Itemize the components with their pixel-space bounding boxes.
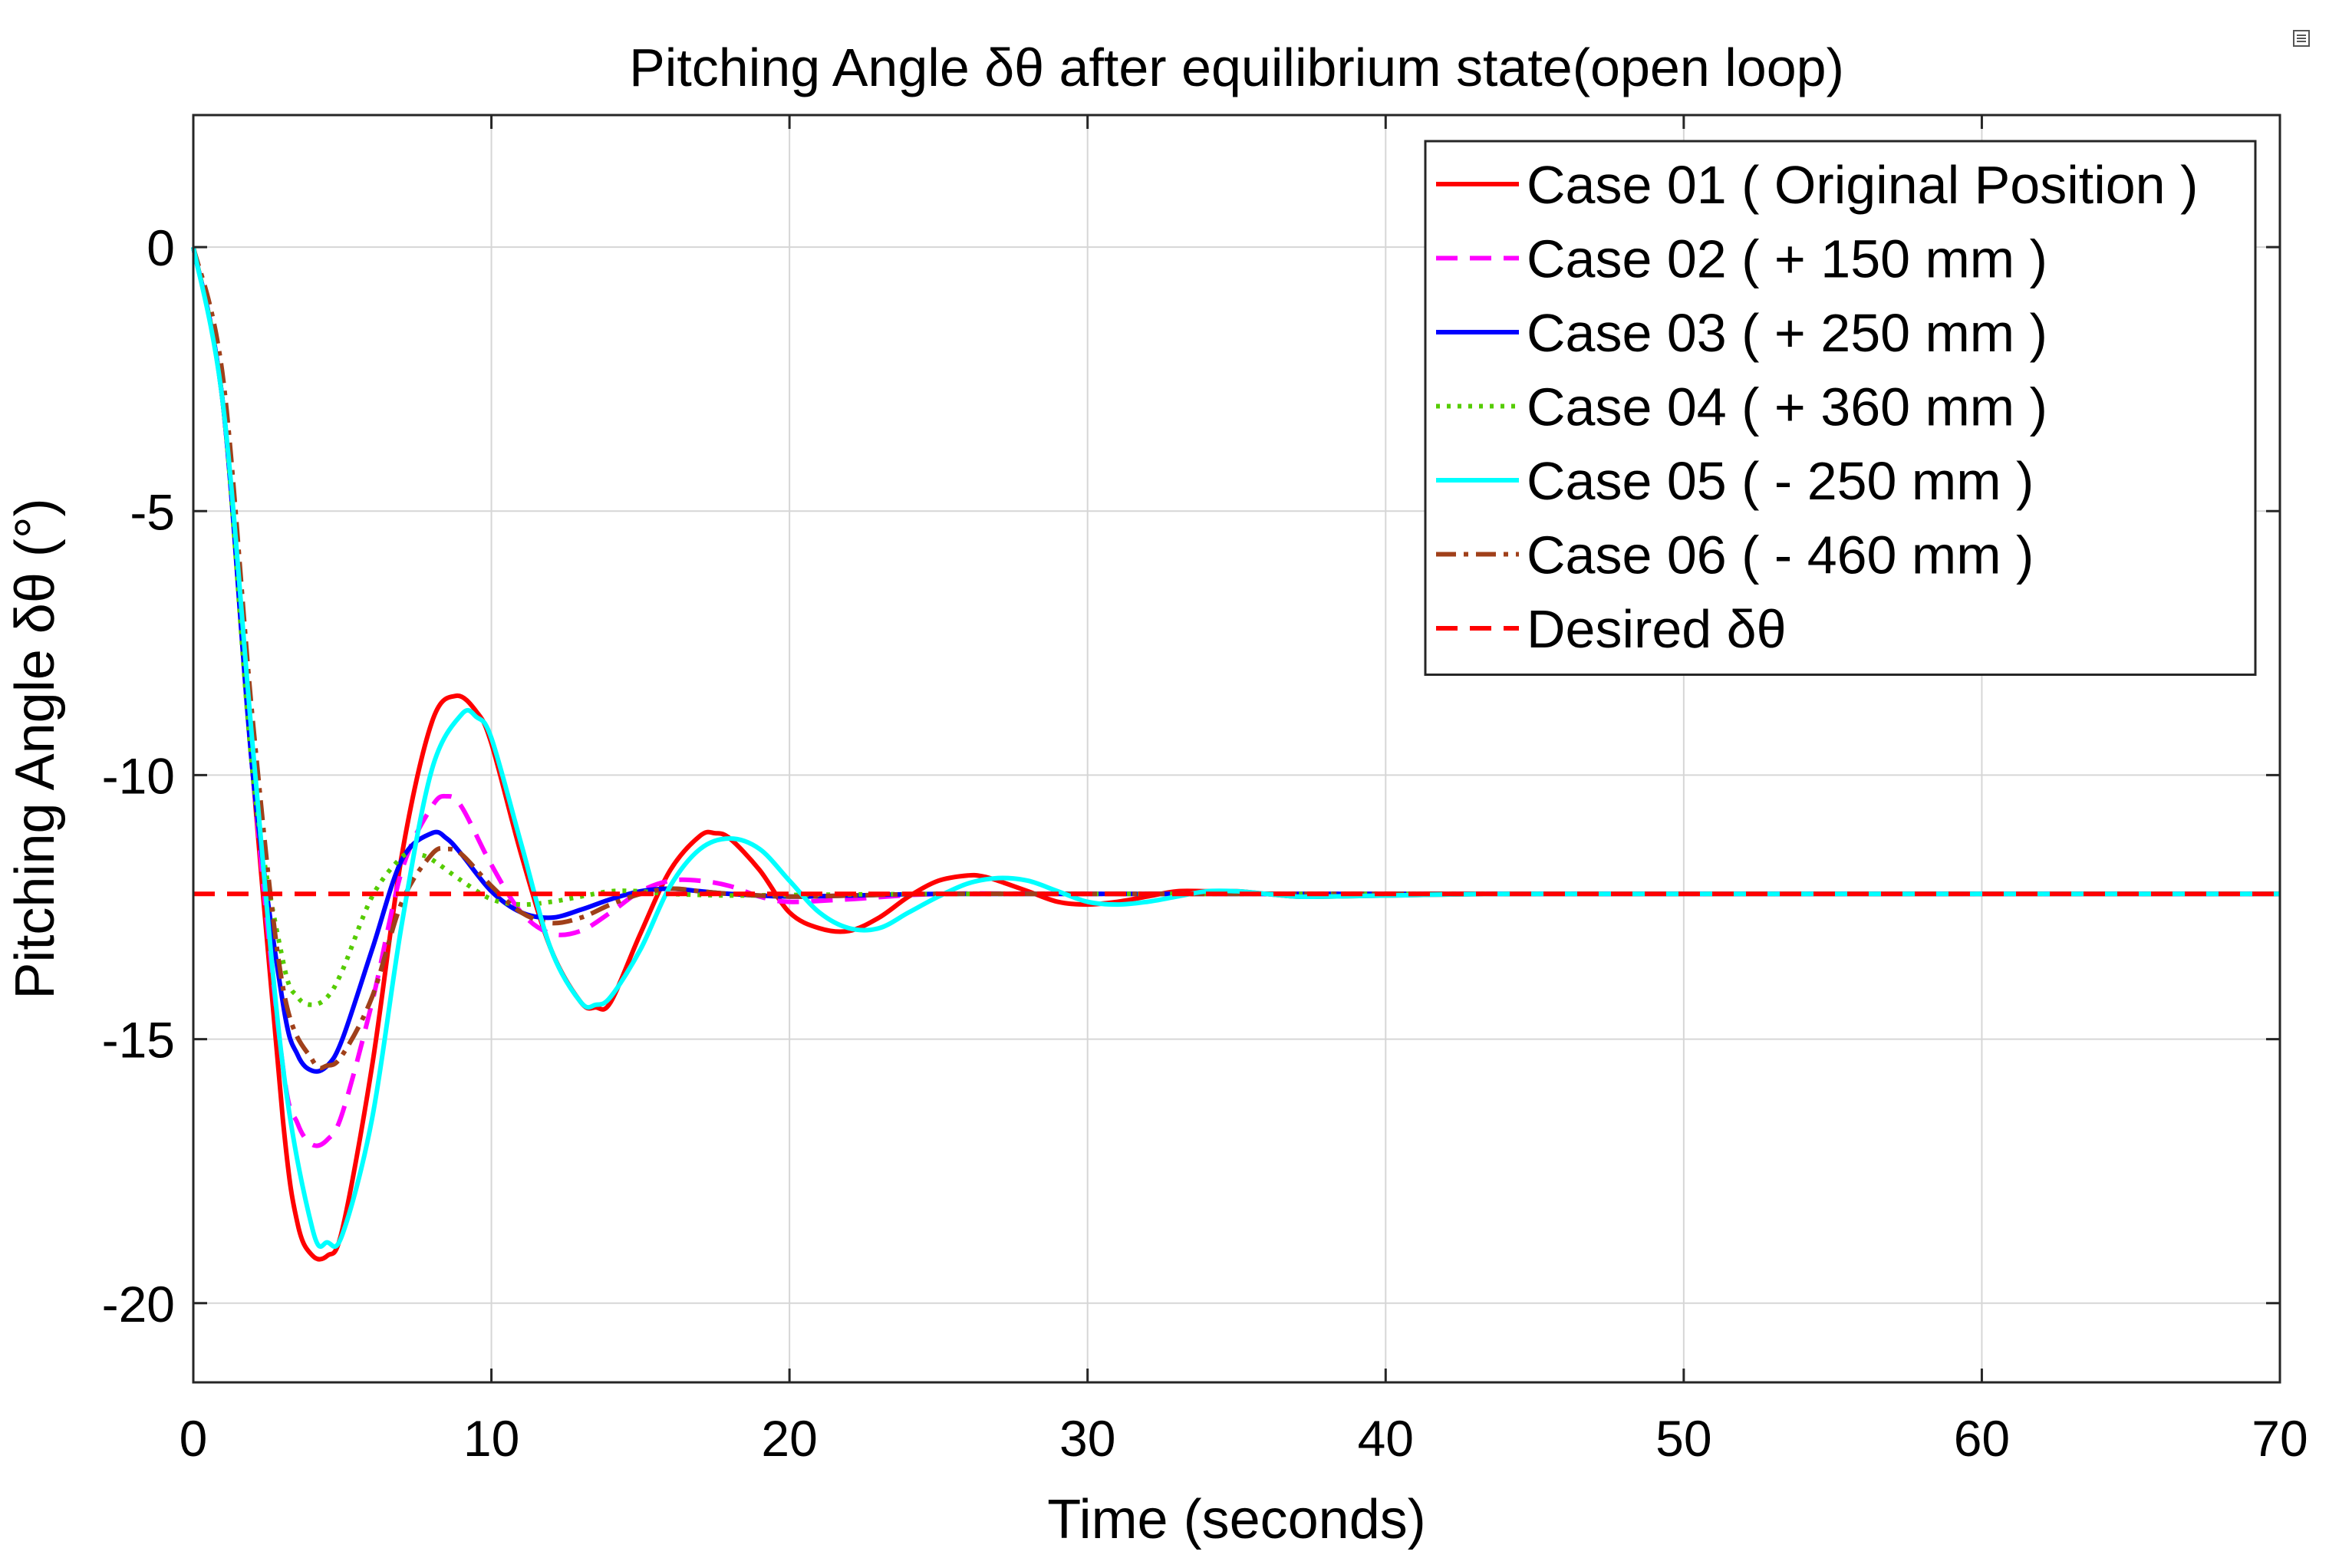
legend: Case 01 ( Original Position ) Case 02 ( +… bbox=[1424, 140, 2257, 676]
x-tick-label: 60 bbox=[1954, 1410, 2010, 1467]
legend-entry: Case 05 ( - 250 mm ) bbox=[1527, 451, 2034, 511]
y-tick-label: -10 bbox=[102, 747, 175, 804]
legend-entry: Case 06 ( - 460 mm ) bbox=[1527, 525, 2034, 585]
x-tick-label: 30 bbox=[1059, 1410, 1115, 1467]
legend-entry: Desired δθ bbox=[1527, 599, 1787, 659]
x-tick-label: 10 bbox=[463, 1410, 519, 1467]
x-tick-label: 20 bbox=[761, 1410, 817, 1467]
y-tick-label: -5 bbox=[130, 483, 175, 540]
legend-entry: Case 04 ( + 360 mm ) bbox=[1527, 377, 2047, 437]
series-line-4 bbox=[191, 246, 2280, 1007]
y-tick-label: -15 bbox=[102, 1012, 175, 1069]
x-axis-label: Time (seconds) bbox=[1047, 1489, 1425, 1550]
y-tick-label: -20 bbox=[102, 1276, 175, 1332]
chart-title: Pitching Angle δθ after equilibrium stat… bbox=[629, 38, 1844, 97]
legend-box bbox=[1424, 140, 2257, 676]
x-tick-label: 70 bbox=[2252, 1410, 2308, 1467]
ticks: 0 10 20 30 40 50 60 70 0 -5 -10 -15 -20 bbox=[102, 115, 2308, 1467]
axes-box bbox=[192, 114, 2281, 1384]
series-line-6 bbox=[191, 246, 2280, 1071]
legend-entry: Case 03 ( + 250 mm ) bbox=[1527, 303, 2047, 363]
y-tick-label: 0 bbox=[147, 219, 175, 276]
x-tick-label: 0 bbox=[180, 1410, 208, 1467]
legend-entry: Case 02 ( + 150 mm ) bbox=[1527, 229, 2047, 289]
series-line-5 bbox=[191, 246, 2280, 1249]
expand-icon[interactable] bbox=[2293, 30, 2310, 47]
x-tick-label: 40 bbox=[1358, 1410, 1414, 1467]
x-tick-label: 50 bbox=[1655, 1410, 1711, 1467]
legend-entry: Case 01 ( Original Position ) bbox=[1527, 155, 2198, 215]
y-axis-label: Pitching Angle δθ (°) bbox=[5, 498, 66, 999]
series-group bbox=[191, 246, 2280, 1262]
